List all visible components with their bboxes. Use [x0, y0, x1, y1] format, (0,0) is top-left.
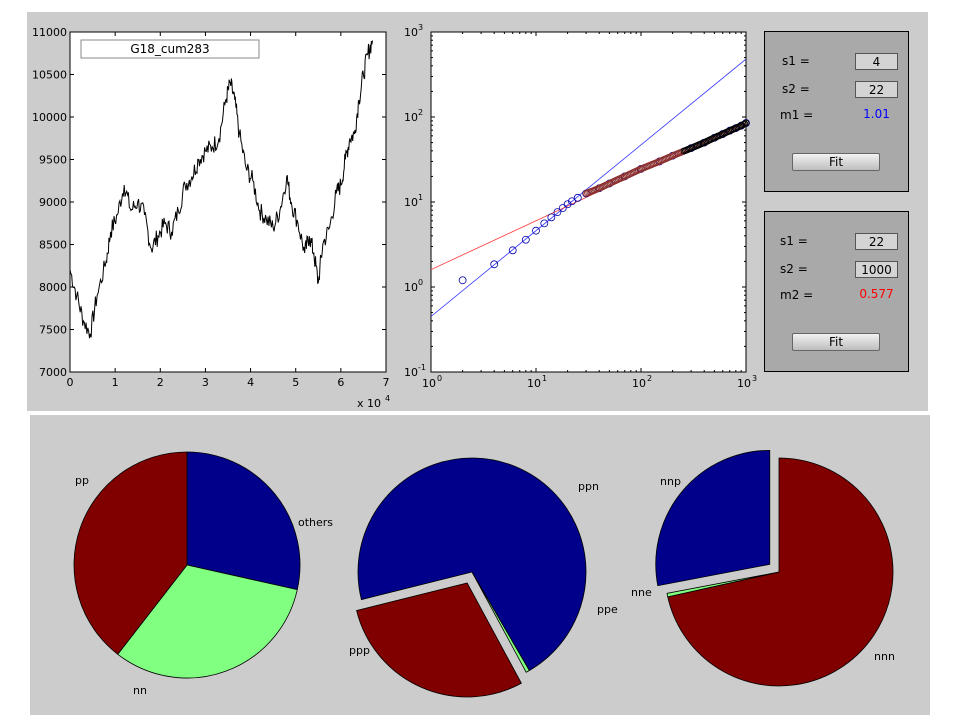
data-point — [563, 200, 572, 209]
y-tick-label: 10 — [404, 281, 418, 294]
x-exponent: 4 — [385, 394, 390, 403]
data-point — [742, 119, 750, 127]
x-tick-label: 10 — [527, 377, 541, 390]
x-tick-label: 5 — [292, 376, 299, 389]
pie-slice-nn — [117, 564, 298, 679]
pie-label-pp: pp — [75, 474, 89, 487]
y-tick-exponent: 3 — [418, 23, 423, 32]
m1-value: 1.01 — [863, 107, 890, 121]
fit-panel-1: s1 = 4 s2 = 22 m1 = 1.01 Fit — [764, 31, 909, 192]
x-tick-exponent: 3 — [752, 374, 757, 383]
x-tick-exponent: 2 — [647, 374, 652, 383]
y-tick-label: 11000 — [32, 26, 67, 39]
y-tick-label: 9000 — [39, 196, 67, 209]
x-tick-label: 10 — [422, 377, 436, 390]
pie-label-nnn: nnn — [874, 650, 895, 663]
blue-fit-line — [431, 58, 746, 317]
pie-chart-1 — [73, 451, 301, 679]
pie-label-others: others — [298, 516, 333, 529]
pie-label-ppn: ppn — [578, 480, 599, 493]
x-tick-label: 2 — [157, 376, 164, 389]
series-line — [69, 40, 373, 339]
s2-input[interactable]: 22 — [855, 81, 898, 98]
pie-label-nn: nn — [133, 684, 147, 697]
data-point — [547, 213, 556, 222]
x-tick-exponent: 0 — [437, 374, 442, 383]
x-tick-label: 3 — [202, 376, 209, 389]
x-tick-label: 7 — [383, 376, 390, 389]
pie-label-nne: nne — [631, 586, 652, 599]
y-tick-label: 8000 — [39, 281, 67, 294]
pie-chart-2 — [356, 457, 587, 698]
s2-input[interactable]: 1000 — [855, 261, 898, 278]
fit-button-2[interactable]: Fit — [792, 333, 880, 351]
data-point — [540, 219, 549, 228]
y-tick-exponent: -1 — [418, 363, 426, 372]
data-point — [508, 246, 517, 255]
y-tick-label: 7000 — [39, 366, 67, 379]
data-point — [521, 235, 530, 244]
data-point — [573, 193, 582, 202]
x-tick-label: 4 — [247, 376, 254, 389]
data-point — [532, 226, 540, 235]
m1-label: m1 = — [780, 108, 814, 122]
y-tick-label: 10 — [404, 111, 418, 124]
data-point — [458, 276, 467, 285]
y-tick-label: 10 — [404, 196, 418, 209]
fit-panel-2: s1 = 22 s2 = 1000 m2 = 0.577 Fit — [764, 211, 909, 372]
pie-label-ppp: ppp — [349, 644, 370, 657]
pie-label-nnp: nnp — [660, 475, 681, 488]
data-point — [553, 208, 562, 217]
y-tick-label: 8500 — [39, 239, 67, 252]
x-tick-label: 10 — [737, 377, 751, 390]
data-point — [741, 120, 749, 128]
m2-label: m2 = — [780, 288, 814, 302]
y-tick-label: 10000 — [32, 111, 67, 124]
data-point — [558, 204, 567, 212]
s1-label: s1 = — [782, 54, 810, 68]
pie-slice-pp — [186, 451, 301, 591]
plot-area — [430, 31, 747, 373]
m2-value: 0.577 — [859, 287, 894, 301]
pie-slice-nne — [666, 571, 780, 598]
s2-label: s2 = — [780, 262, 808, 276]
data-point — [490, 260, 499, 269]
y-tick-exponent: 1 — [418, 193, 423, 202]
y-tick-exponent: 2 — [418, 108, 423, 117]
legend-label: G18_cum283 — [130, 42, 209, 56]
legend-box — [80, 39, 260, 59]
y-tick-exponent: 0 — [418, 278, 423, 287]
s1-input[interactable]: 22 — [855, 233, 898, 250]
fit-button-1[interactable]: Fit — [792, 153, 880, 171]
s1-input[interactable]: 4 — [855, 53, 898, 70]
y-tick-label: 10 — [404, 26, 418, 39]
plot-area — [69, 31, 387, 373]
y-tick-label: 9500 — [39, 154, 67, 167]
pie-label-ppe: ppe — [597, 603, 618, 616]
x-tick-label: 6 — [337, 376, 344, 389]
pie-chart-3 — [655, 449, 894, 687]
s1-label: s1 = — [780, 234, 808, 248]
pie-slice-nnn — [667, 457, 894, 687]
x-tick-label: 0 — [67, 376, 74, 389]
data-point — [568, 197, 576, 206]
y-tick-label: 10500 — [32, 69, 67, 82]
y-tick-label: 7500 — [39, 324, 67, 337]
x-tick-exponent: 1 — [542, 374, 547, 383]
pie-slice-nnp — [655, 449, 771, 587]
pie-slice-ppp — [357, 457, 587, 672]
data-points — [458, 119, 750, 285]
pie-slice-others — [73, 451, 188, 655]
x-exponent-label: x 10 — [357, 397, 381, 410]
x-tick-label: 1 — [112, 376, 119, 389]
s2-label: s2 = — [782, 82, 810, 96]
pie-slice-ppe — [471, 571, 530, 673]
pie-slice-ppn — [356, 582, 522, 698]
y-tick-label: 10 — [404, 366, 418, 379]
x-tick-label: 10 — [632, 377, 646, 390]
